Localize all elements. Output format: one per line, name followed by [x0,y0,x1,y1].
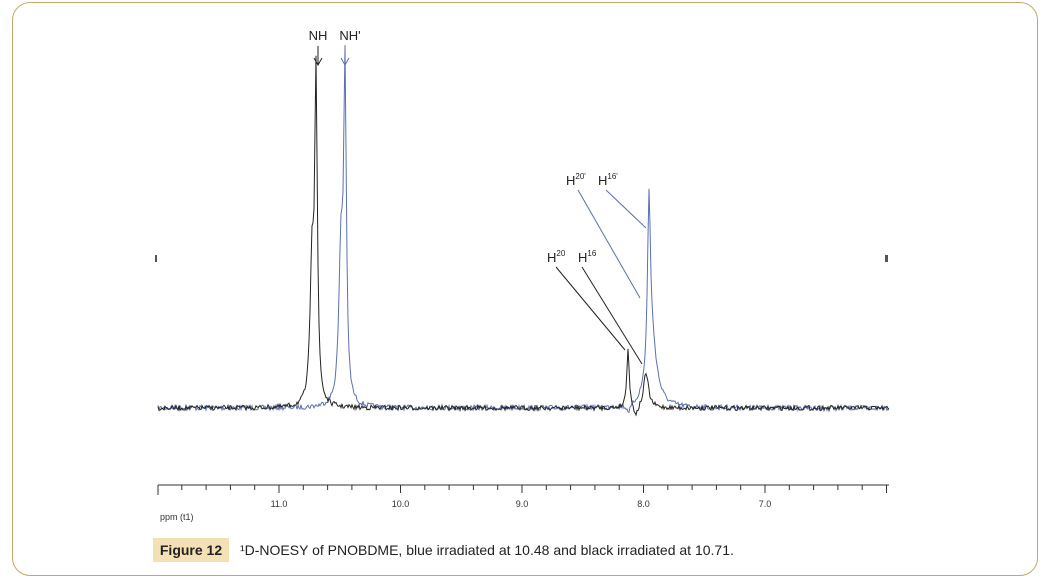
tick-label: 11.0 [271,499,288,509]
tick-label: 8.0 [637,499,650,509]
arrow-head [340,57,350,67]
arrow [555,266,626,351]
tick-label: 10.0 [392,499,410,509]
figure-label: Figure 12 [153,538,229,562]
blue-trace [157,45,890,414]
arrow [605,189,647,229]
black-trace [157,55,890,417]
peak-label: NH' [339,28,360,43]
edge-mark [155,255,157,262]
peak-label: H16' [598,172,618,188]
arrow [577,189,641,299]
peak-label: NH [309,28,328,43]
axis-unit: ppm (t1) [160,512,194,522]
peak-label: H20 [547,249,566,265]
edge-mark [885,255,888,262]
axis: 11.0 10.0 9.0 8.0 7.0 [181,485,887,509]
tick-label: 7.0 [759,499,772,509]
arrow [581,266,643,365]
spectrum-traces [157,45,890,417]
arrow-head [313,57,323,67]
peak-label: H20' [566,172,586,188]
figure-caption: ¹D-NOESY of PNOBDME, blue irradiated at … [240,542,734,558]
peak-label: H16 [578,249,597,265]
frame [12,2,1038,576]
tick-label: 9.0 [516,499,529,509]
